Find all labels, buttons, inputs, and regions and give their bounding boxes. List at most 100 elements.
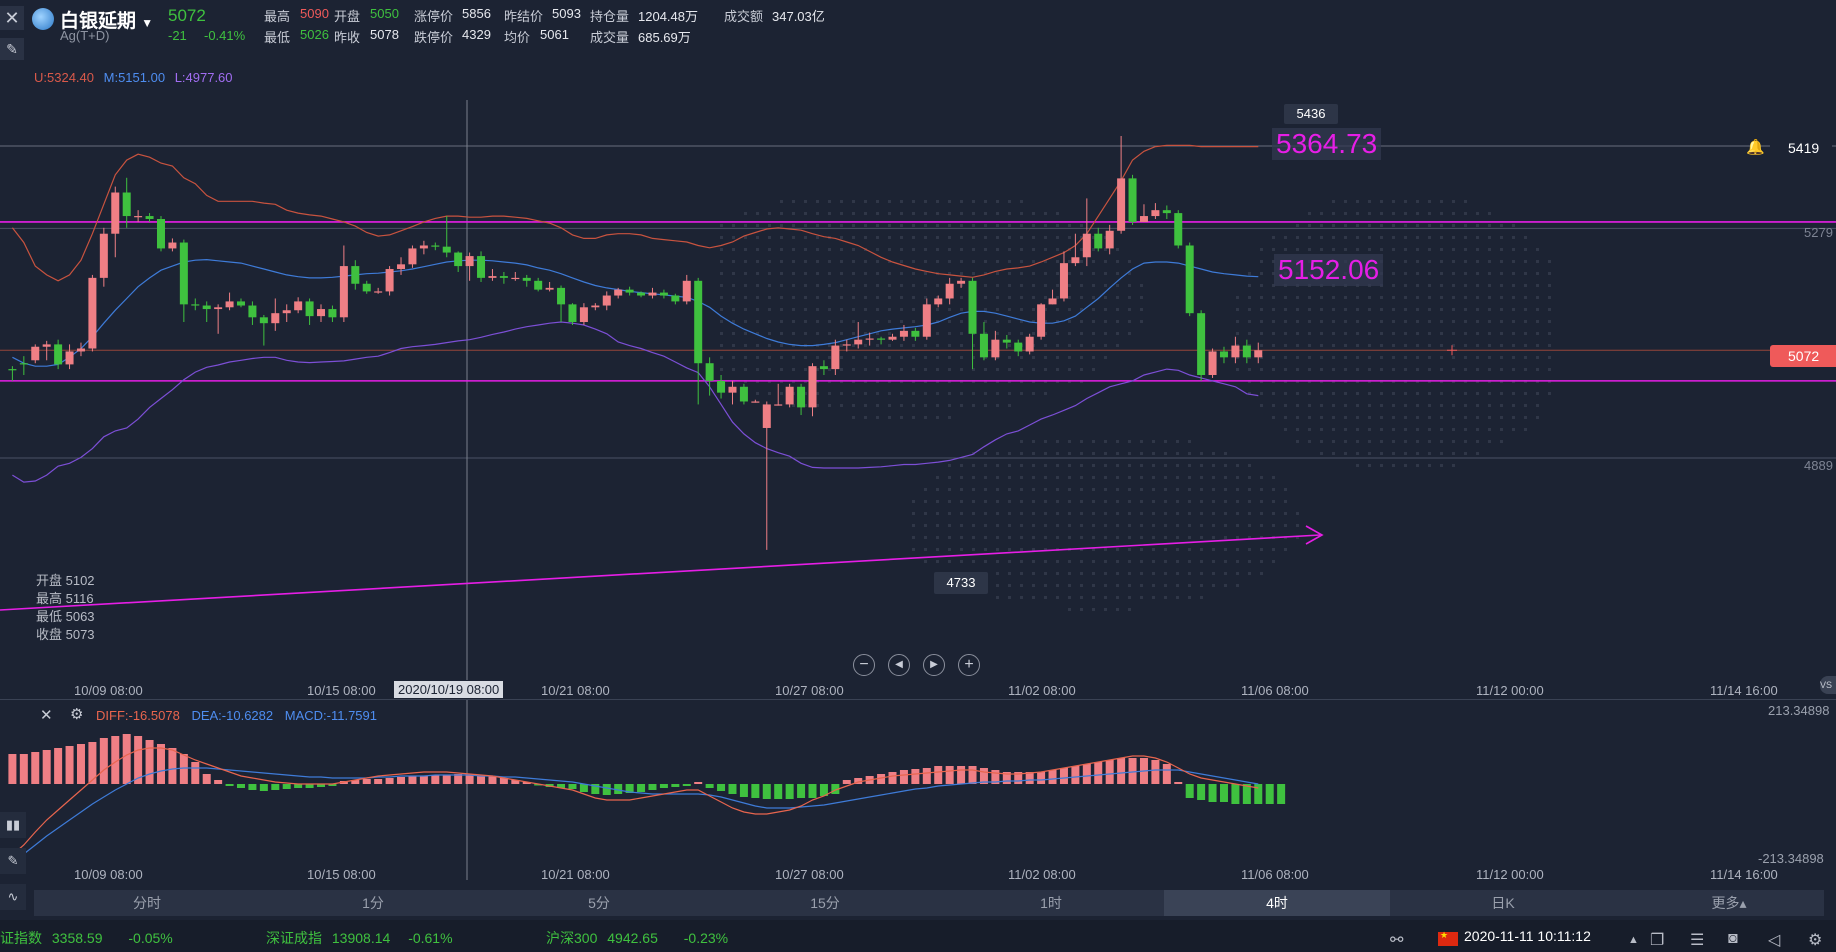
chart-type-button[interactable]: ∿ <box>0 884 26 910</box>
map-dot <box>996 272 999 275</box>
candle-body <box>156 218 165 249</box>
map-dot <box>1188 464 1191 467</box>
map-dot <box>1152 464 1155 467</box>
macd-histogram-bar <box>225 784 234 786</box>
close-button[interactable]: ✕ <box>0 6 24 30</box>
indicator-tool-button[interactable]: ▮▮ <box>0 812 26 838</box>
timeframe-1[interactable]: 1分 <box>362 895 384 911</box>
map-dot <box>1320 224 1323 227</box>
map-dot <box>1476 428 1479 431</box>
macd-close-button[interactable]: ✕ <box>40 706 53 724</box>
menu-icon[interactable]: ☰ <box>1690 932 1705 949</box>
map-dot <box>936 200 939 203</box>
map-dot <box>1368 452 1371 455</box>
mute-icon[interactable]: ◁ <box>1768 932 1781 949</box>
map-dot <box>1224 560 1227 563</box>
map-dot <box>1512 332 1515 335</box>
map-dot <box>804 368 807 371</box>
map-dot <box>1428 404 1431 407</box>
map-dot <box>1440 428 1443 431</box>
map-dot <box>1128 536 1131 539</box>
macd-settings-button[interactable]: ⚙ <box>70 705 83 723</box>
index-ticker-2[interactable]: 深证成指 13908.14 -0.61% <box>266 928 453 948</box>
candle-body <box>1094 233 1103 249</box>
map-dot <box>1380 308 1383 311</box>
map-dot <box>1056 452 1059 455</box>
map-dot <box>1164 596 1167 599</box>
map-dot <box>840 260 843 263</box>
map-dot <box>1128 488 1131 491</box>
map-dot <box>912 224 915 227</box>
timeframe-0[interactable]: 分时 <box>133 895 161 911</box>
candle <box>819 360 828 375</box>
map-dot <box>1308 428 1311 431</box>
map-dot <box>1020 296 1023 299</box>
macd-histogram-bar <box>202 774 211 784</box>
map-dot <box>1332 320 1335 323</box>
index-ticker-3[interactable]: 沪深300 4942.65 -0.23% <box>546 928 728 948</box>
compare-button[interactable]: VS <box>1820 676 1836 694</box>
map-dot <box>1068 608 1071 611</box>
draw-line-button[interactable]: ✎ <box>0 848 26 874</box>
scroll-right-button[interactable]: ▶ <box>923 654 945 676</box>
map-dot <box>984 560 987 563</box>
time-axis-macd-tick-2: 10/21 08:00 <box>541 867 610 882</box>
map-dot <box>960 488 963 491</box>
network-icon[interactable]: ⚯ <box>1390 932 1404 949</box>
map-dot <box>804 236 807 239</box>
index-ticker-1[interactable]: 证指数 3358.59 -0.05% <box>0 928 173 948</box>
candle <box>1117 135 1126 234</box>
candle-body <box>865 338 874 340</box>
map-dot <box>984 392 987 395</box>
zoom-out-button[interactable]: − <box>853 654 875 676</box>
map-dot <box>1476 392 1479 395</box>
timeframe-4[interactable]: 1时 <box>1040 895 1062 911</box>
map-dot <box>1464 200 1467 203</box>
draw-tool-button[interactable]: ✎ <box>0 38 24 60</box>
candle-body <box>557 287 566 305</box>
alarm-bell-icon[interactable]: 🔔 <box>1746 139 1765 156</box>
map-dot <box>912 500 915 503</box>
map-dot <box>768 356 771 359</box>
macd-chart[interactable] <box>0 700 1836 880</box>
stat-r1-value-2: 5856 <box>462 6 491 21</box>
candle-body <box>88 277 97 349</box>
timeframe-3[interactable]: 15分 <box>810 895 840 911</box>
caret-up-icon[interactable]: ▲ <box>1628 934 1639 946</box>
zoom-in-button[interactable]: + <box>958 654 980 676</box>
map-dot <box>1428 344 1431 347</box>
windows-icon[interactable]: ❐ <box>1650 932 1665 949</box>
map-dot <box>936 524 939 527</box>
map-dot <box>780 392 783 395</box>
map-dot <box>1272 248 1275 251</box>
map-dot <box>972 200 975 203</box>
map-dot <box>1416 356 1419 359</box>
timeframe-5[interactable]: 4时 <box>1164 890 1390 916</box>
candlestick-chart[interactable] <box>0 100 1836 680</box>
map-dot <box>1416 260 1419 263</box>
scroll-left-button[interactable]: ◀ <box>888 654 910 676</box>
candle <box>477 251 486 282</box>
camera-icon[interactable]: ◙ <box>1728 930 1738 947</box>
map-dot <box>1416 248 1419 251</box>
map-dot <box>1176 500 1179 503</box>
timeframe-7[interactable]: 更多▴ <box>1711 895 1747 911</box>
map-dot <box>816 392 819 395</box>
map-dot <box>816 296 819 299</box>
map-dot <box>1128 596 1131 599</box>
map-dot <box>1200 584 1203 587</box>
map-dot <box>1536 272 1539 275</box>
map-dot <box>840 236 843 239</box>
map-dot <box>960 368 963 371</box>
symbol-selector[interactable]: 白银延期 ▼ <box>60 6 153 33</box>
map-dot <box>1236 572 1239 575</box>
candle-body <box>465 256 474 267</box>
map-dot <box>1368 368 1371 371</box>
timeframe-2[interactable]: 5分 <box>588 895 610 911</box>
settings-icon[interactable]: ⚙ <box>1808 932 1823 949</box>
map-dot <box>1500 320 1503 323</box>
timeframe-6[interactable]: 日K <box>1491 895 1515 911</box>
map-dot <box>1524 416 1527 419</box>
map-dot <box>852 296 855 299</box>
candle-body <box>1071 257 1080 264</box>
